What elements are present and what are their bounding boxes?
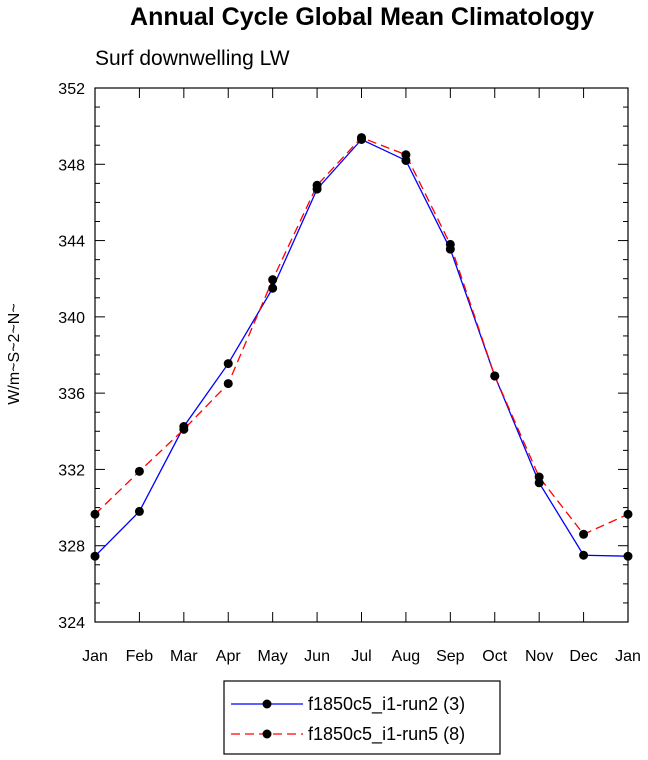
legend-label-2: f1850c5_i1-run5 (8)	[308, 724, 465, 745]
series-lines	[94, 136, 629, 557]
data-point	[268, 275, 278, 285]
data-point	[401, 150, 411, 160]
x-tick-label: Jan	[82, 648, 108, 665]
y-tick-label: 328	[58, 539, 85, 556]
data-point	[223, 379, 233, 389]
x-tick-label: Jun	[304, 648, 330, 665]
legend-box	[223, 680, 501, 755]
y-tick-label: 340	[58, 310, 85, 327]
data-point	[490, 371, 500, 381]
axis-ticks	[94, 87, 629, 623]
series-line-2	[94, 136, 629, 536]
data-point	[534, 472, 544, 482]
data-point	[223, 359, 233, 369]
y-tick-label: 336	[58, 386, 85, 403]
x-tick-label: Apr	[216, 648, 242, 665]
data-point	[268, 283, 278, 293]
data-point	[179, 424, 189, 434]
legend-marker-1	[262, 699, 272, 709]
data-point	[134, 466, 144, 476]
y-tick-label: 324	[58, 615, 85, 632]
data-point	[579, 529, 589, 539]
x-tick-label: Aug	[392, 648, 420, 665]
x-tick-label: Jul	[351, 648, 371, 665]
x-tick-label: Dec	[569, 648, 597, 665]
data-point	[134, 506, 144, 516]
data-point	[579, 550, 589, 560]
y-tick-label: 344	[58, 234, 85, 251]
legend: f1850c5_i1-run2 (3) f1850c5_i1-run5 (8)	[223, 680, 501, 755]
series-line-1	[94, 138, 629, 557]
data-point	[357, 133, 366, 143]
chart-subtitle: Surf downwelling LW	[95, 47, 290, 70]
y-tick-label: 352	[58, 81, 85, 98]
data-point	[312, 180, 322, 190]
legend-items: f1850c5_i1-run2 (3) f1850c5_i1-run5 (8)	[231, 694, 465, 745]
x-tick-label: Nov	[525, 648, 553, 665]
x-tick-label: Sep	[436, 648, 465, 665]
y-tick-label: 348	[58, 157, 85, 174]
legend-marker-2	[262, 729, 272, 739]
x-tick-label: Oct	[482, 648, 507, 665]
y-axis-label: W/m~S~2~N~	[6, 303, 23, 404]
data-point	[445, 239, 455, 249]
x-tick-label: Mar	[170, 648, 198, 665]
x-tick-label: Jan	[615, 648, 641, 665]
y-tick-label: 332	[58, 462, 85, 479]
tick-labels: 324 328 332 336 340 344 348 352 Jan Feb Mar Apr May J…	[58, 81, 641, 665]
x-tick-label: May	[258, 648, 288, 665]
plot-frame	[94, 87, 629, 623]
series-points	[90, 133, 633, 561]
x-tick-label: Feb	[126, 648, 154, 665]
legend-label-1: f1850c5_i1-run2 (3)	[308, 694, 465, 715]
chart-title: Annual Cycle Global Mean Climatology	[130, 3, 594, 31]
